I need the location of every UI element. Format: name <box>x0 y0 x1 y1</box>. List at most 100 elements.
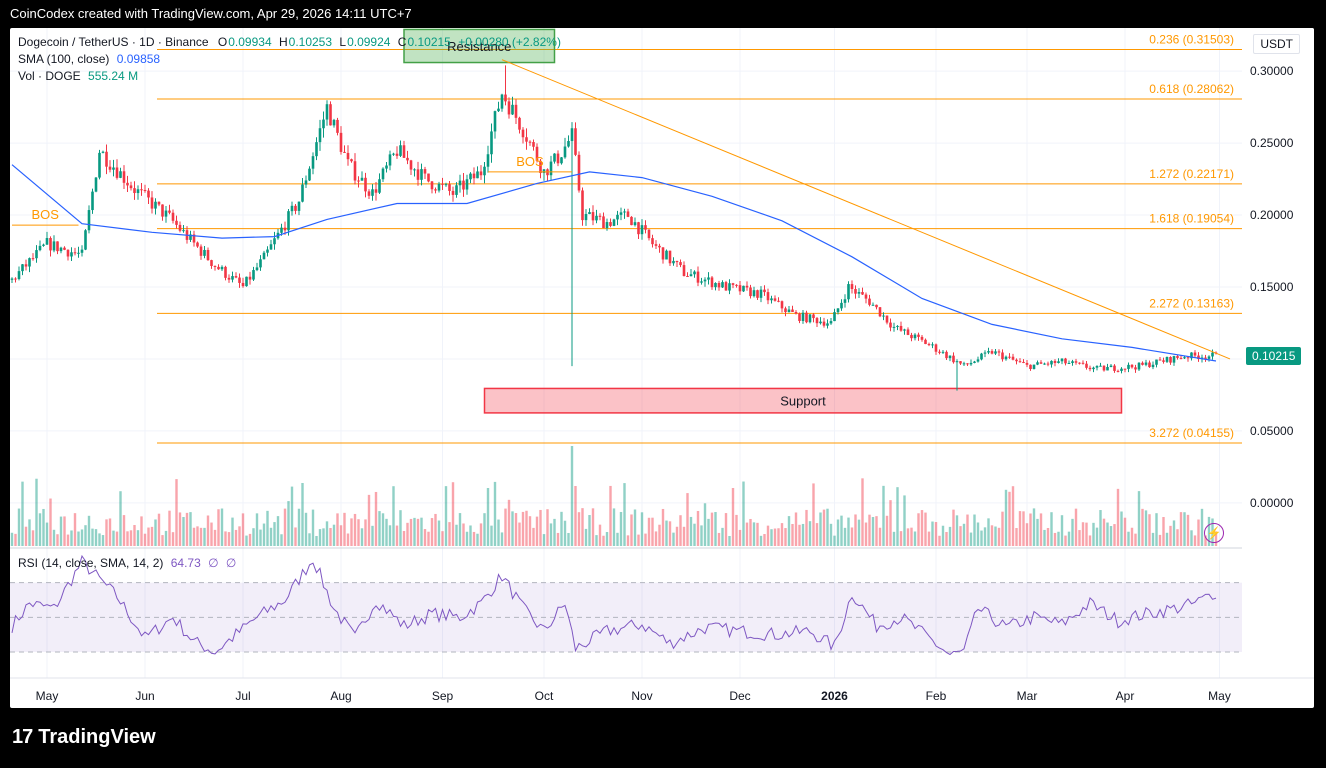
candle-body <box>14 278 17 280</box>
volume-bar <box>878 527 882 546</box>
volume-bar <box>31 530 35 546</box>
candle-body <box>724 282 728 291</box>
volume-bar <box>175 479 178 546</box>
volume-bar <box>840 515 843 546</box>
candle-body <box>966 363 969 365</box>
time-tick-label: Jul <box>235 689 250 703</box>
candle-body <box>1011 356 1015 360</box>
volume-bar <box>567 532 570 546</box>
volume-bar <box>364 519 367 546</box>
currency-unit-button[interactable]: USDT <box>1253 34 1300 54</box>
time-tick-label: Oct <box>535 689 554 703</box>
volume-bar <box>192 527 196 546</box>
candle-body <box>735 284 738 286</box>
candle-body <box>374 189 378 193</box>
chart-panel[interactable]: 80.0060.0040.0020.000.236 (0.31503)0.618… <box>10 28 1314 708</box>
candle-body <box>490 131 493 155</box>
candle-body <box>1176 356 1179 358</box>
volume-bar <box>1088 535 1092 546</box>
volume-bar <box>1102 518 1106 546</box>
volume-bar <box>157 513 161 546</box>
price-chart[interactable]: 80.0060.0040.0020.000.236 (0.31503)0.618… <box>10 28 1314 708</box>
candle-body <box>710 277 714 288</box>
candle-body <box>1127 364 1130 369</box>
candle-body <box>1022 361 1025 363</box>
volume-bar <box>469 525 472 546</box>
volume-bar <box>434 513 437 546</box>
volume-bar <box>808 521 812 546</box>
candle-body <box>665 250 668 260</box>
candle-body <box>822 321 826 326</box>
candle-body <box>539 160 542 174</box>
volume-bar <box>640 512 644 546</box>
candle-body <box>574 128 577 155</box>
candle-body <box>595 215 598 221</box>
candle-body <box>700 281 703 283</box>
time-tick-label: Sep <box>432 689 454 703</box>
volume-bar <box>35 478 38 546</box>
candle-body <box>91 191 94 211</box>
time-tick-label: May <box>1208 689 1231 703</box>
candle-body <box>77 252 80 254</box>
candle-body <box>1088 367 1092 370</box>
volume-bar <box>413 517 416 546</box>
candle-body <box>507 101 511 115</box>
candle-body <box>910 334 913 339</box>
candle-body <box>343 151 346 153</box>
volume-bar <box>84 525 87 546</box>
volume-bar <box>1176 529 1179 546</box>
footer-brand[interactable]: 17 TradingView <box>12 726 156 749</box>
volume-bar <box>794 512 798 546</box>
volume-bar <box>1200 508 1204 546</box>
candle-body <box>815 318 819 324</box>
volume-bar <box>290 486 294 546</box>
candle-body <box>367 191 371 196</box>
volume-bar <box>602 535 605 546</box>
volume-bar <box>563 520 567 546</box>
volume-bar <box>574 486 577 546</box>
candle-body <box>455 185 458 195</box>
volume-bar <box>630 514 633 546</box>
volume-bar <box>161 535 164 546</box>
candle-body <box>514 104 518 118</box>
candle-body <box>640 225 644 235</box>
candle-body <box>616 214 619 220</box>
volume-bar <box>1025 523 1029 546</box>
candle-body <box>371 189 374 196</box>
volume-bar <box>616 532 619 546</box>
candle-body <box>1001 352 1004 360</box>
volume-bar <box>1113 524 1116 546</box>
volume-bar <box>203 527 206 546</box>
volume-bar <box>479 523 483 546</box>
candle-body <box>1207 356 1211 359</box>
candle-body <box>217 266 220 270</box>
attribution-caption: CoinCodex created with TradingView.com, … <box>10 6 412 21</box>
candle-body <box>28 258 31 267</box>
candle-body <box>857 292 861 294</box>
volume-bar <box>493 481 497 546</box>
lightning-icon[interactable]: ⚡ <box>1204 523 1224 543</box>
volume-bar <box>696 510 700 546</box>
candle-body <box>791 309 794 312</box>
volume-bar <box>178 512 182 546</box>
volume-bar <box>822 509 826 546</box>
candle-body <box>199 246 203 256</box>
volume-bar <box>490 525 493 546</box>
candle-body <box>266 249 269 253</box>
volume-bar <box>647 517 651 546</box>
fib-label-0.618: 0.618 (0.28062) <box>1149 82 1234 96</box>
volume-bar <box>1053 532 1057 546</box>
candle-body <box>472 173 476 179</box>
candle-body <box>1158 359 1162 361</box>
candle-body <box>192 234 196 243</box>
volume-bar <box>1186 514 1190 546</box>
candle-body <box>801 312 805 321</box>
candle-body <box>819 321 822 324</box>
volume-bar <box>220 508 224 546</box>
volume-bar <box>896 487 899 546</box>
volume-bar <box>1144 510 1148 546</box>
candle-body <box>283 227 287 231</box>
volume-bar <box>752 522 756 546</box>
volume-bar <box>570 446 574 546</box>
candle-body <box>717 282 721 288</box>
